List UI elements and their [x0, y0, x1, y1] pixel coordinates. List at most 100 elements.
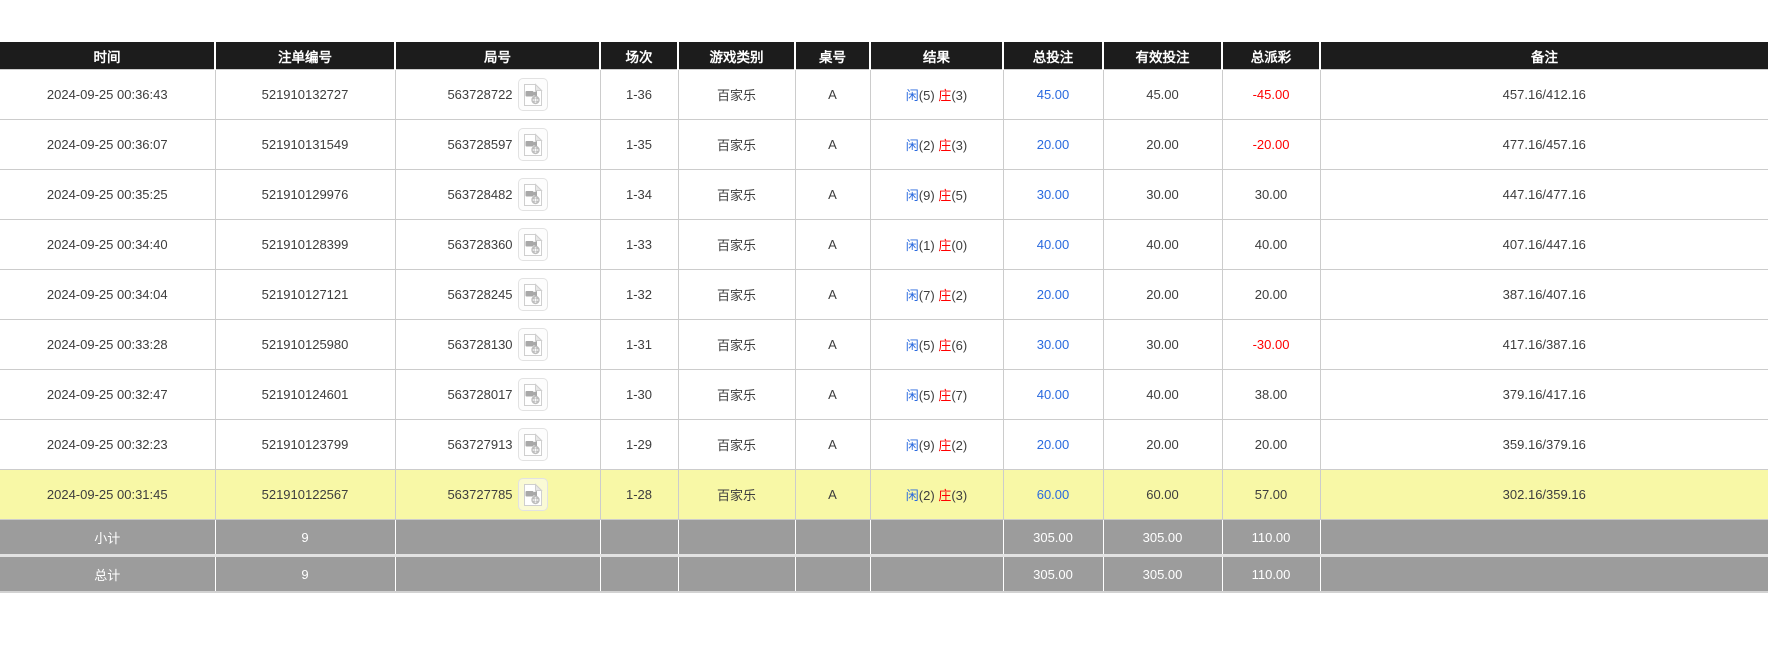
summary-empty-remark [1319, 519, 1768, 557]
round-id-with-icon: 563727785 [447, 478, 548, 511]
cell-game-type: 百家乐 [677, 219, 796, 270]
cell-total-payout: 20.00 [1221, 419, 1321, 470]
cell-total-payout: -30.00 [1221, 319, 1321, 370]
result-player-points: (2) [918, 138, 935, 153]
summary-total-payout: 110.00 [1221, 555, 1321, 593]
video-replay-icon[interactable] [517, 428, 548, 461]
cell-table-no: A [794, 319, 871, 370]
cell-session: 1-31 [599, 319, 679, 370]
cell-result: 闲(2) 庄(3) [869, 119, 1004, 170]
cell-table-no: A [794, 119, 871, 170]
cell-table-no: A [794, 469, 871, 520]
cell-session: 1-34 [599, 169, 679, 220]
result-banker-points: (3) [951, 88, 968, 103]
cell-total-bet[interactable]: 20.00 [1002, 419, 1104, 470]
result-player-points: (5) [918, 338, 935, 353]
video-replay-icon[interactable] [517, 278, 548, 311]
summary-empty-game-type [677, 519, 796, 557]
result-player-label: 闲 [905, 188, 919, 203]
summary-empty-session [599, 519, 679, 557]
table-row: 2024-09-25 00:34:04 521910127121 563728245… [0, 269, 1768, 320]
summary-count: 9 [214, 519, 396, 557]
cell-total-bet[interactable]: 45.00 [1002, 69, 1104, 120]
summary-total-bet: 305.00 [1002, 555, 1104, 593]
video-replay-icon[interactable] [517, 128, 548, 161]
cell-result: 闲(5) 庄(3) [869, 69, 1004, 120]
cell-valid-bet: 60.00 [1102, 469, 1223, 520]
cell-valid-bet: 40.00 [1102, 369, 1223, 420]
cell-game-type: 百家乐 [677, 469, 796, 520]
round-id-value: 563727785 [447, 487, 513, 502]
cell-total-bet[interactable]: 20.00 [1002, 269, 1104, 320]
video-replay-icon[interactable] [517, 78, 548, 111]
round-id-with-icon: 563727913 [447, 428, 548, 461]
result-player-label: 闲 [905, 388, 919, 403]
cell-remark: 447.16/477.16 [1319, 169, 1768, 220]
cell-total-bet[interactable]: 40.00 [1002, 369, 1104, 420]
cell-total-bet[interactable]: 60.00 [1002, 469, 1104, 520]
col-header-valid-bet: 有效投注 [1103, 42, 1223, 70]
cell-game-type: 百家乐 [677, 119, 796, 170]
round-id-with-icon: 563728360 [447, 228, 548, 261]
cell-round-id: 563728360 [394, 219, 601, 270]
round-id-value: 563727913 [447, 437, 513, 452]
cell-total-payout: -45.00 [1221, 69, 1321, 120]
result-player-points: (7) [918, 288, 935, 303]
summary-valid-bet: 305.00 [1102, 519, 1223, 557]
cell-bet-id: 521910129976 [214, 169, 396, 220]
cell-total-payout: 40.00 [1221, 219, 1321, 270]
table-row: 2024-09-25 00:34:40 521910128399 563728360… [0, 219, 1768, 270]
table-header: 时间 注单编号 局号 场次 游戏类别 桌号 结果 总投注 有效投注 总派彩 备注 [0, 42, 1768, 70]
summary-label: 总计 [0, 555, 216, 593]
table-row: 2024-09-25 00:36:07 521910131549 563728597… [0, 119, 1768, 170]
cell-session: 1-29 [599, 419, 679, 470]
round-id-value: 563728130 [447, 337, 513, 352]
cell-result: 闲(9) 庄(2) [869, 419, 1004, 470]
cell-total-bet[interactable]: 40.00 [1002, 219, 1104, 270]
col-header-total-bet: 总投注 [1003, 42, 1104, 70]
round-id-value: 563728017 [447, 387, 513, 402]
result-player-label: 闲 [905, 488, 919, 503]
col-header-total-payout: 总派彩 [1222, 42, 1321, 70]
video-replay-icon[interactable] [517, 478, 548, 511]
result-player-label: 闲 [905, 338, 919, 353]
round-id-with-icon: 563728017 [447, 378, 548, 411]
summary-count: 9 [214, 555, 396, 593]
col-header-table-no: 桌号 [795, 42, 871, 70]
cell-remark: 387.16/407.16 [1319, 269, 1768, 320]
cell-total-bet[interactable]: 30.00 [1002, 319, 1104, 370]
cell-total-bet[interactable]: 30.00 [1002, 169, 1104, 220]
cell-bet-id: 521910131549 [214, 119, 396, 170]
cell-result: 闲(5) 庄(7) [869, 369, 1004, 420]
col-header-result: 结果 [870, 42, 1004, 70]
video-replay-icon[interactable] [517, 228, 548, 261]
cell-remark: 379.16/417.16 [1319, 369, 1768, 420]
cell-result: 闲(5) 庄(6) [869, 319, 1004, 370]
cell-time: 2024-09-25 00:34:04 [0, 269, 216, 320]
bet-history-table-wrap: 时间 注单编号 局号 场次 游戏类别 桌号 结果 总投注 有效投注 总派彩 备注… [0, 42, 1768, 593]
summary-empty-round [394, 519, 601, 557]
cell-table-no: A [794, 69, 871, 120]
cell-time: 2024-09-25 00:31:45 [0, 469, 216, 520]
cell-total-payout: 20.00 [1221, 269, 1321, 320]
cell-table-no: A [794, 419, 871, 470]
cell-total-payout: 38.00 [1221, 369, 1321, 420]
summary-empty-remark [1319, 555, 1768, 593]
video-replay-icon[interactable] [517, 328, 548, 361]
round-id-value: 563728597 [447, 137, 513, 152]
result-banker-label: 庄 [938, 488, 952, 503]
cell-table-no: A [794, 369, 871, 420]
round-id-with-icon: 563728722 [447, 78, 548, 111]
video-replay-icon[interactable] [517, 378, 548, 411]
cell-total-payout: 30.00 [1221, 169, 1321, 220]
summary-empty-table-no [794, 519, 871, 557]
cell-time: 2024-09-25 00:33:28 [0, 319, 216, 370]
cell-total-bet[interactable]: 20.00 [1002, 119, 1104, 170]
cell-bet-id: 521910125980 [214, 319, 396, 370]
round-id-with-icon: 563728130 [447, 328, 548, 361]
video-replay-icon[interactable] [517, 178, 548, 211]
summary-empty-result [869, 519, 1004, 557]
result-player-points: (1) [918, 238, 935, 253]
cell-bet-id: 521910127121 [214, 269, 396, 320]
cell-table-no: A [794, 219, 871, 270]
